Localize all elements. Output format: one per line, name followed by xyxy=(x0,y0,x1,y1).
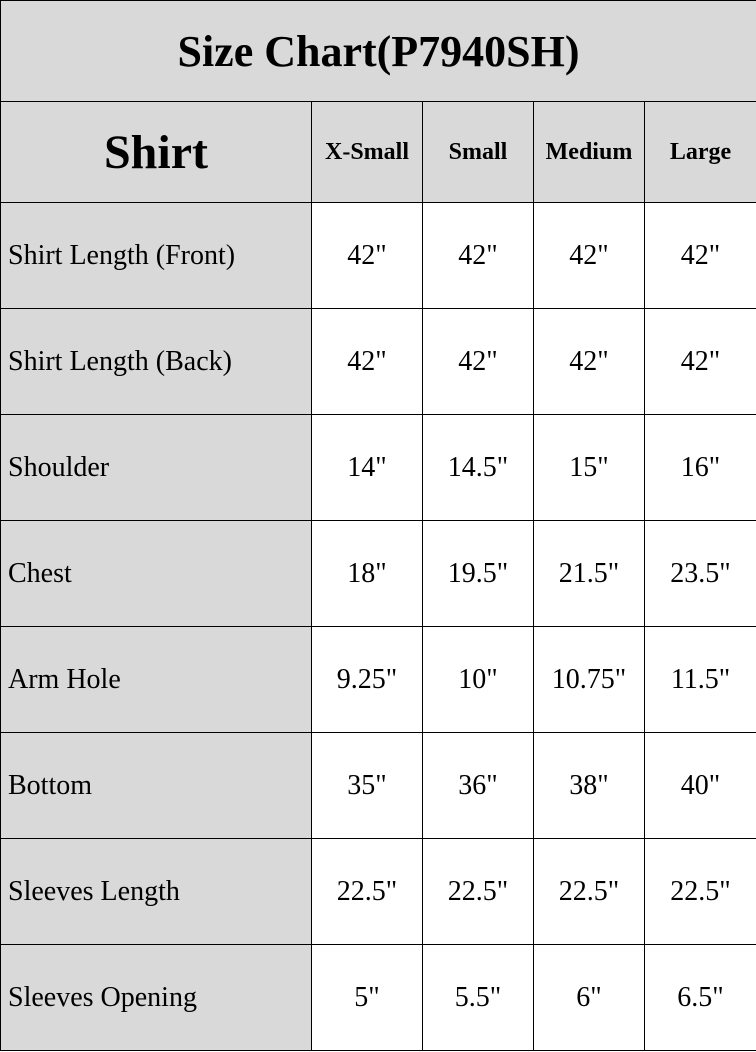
measurement-value: 42" xyxy=(533,202,645,309)
measurement-label: Arm Hole xyxy=(0,626,312,733)
measurement-value: 14.5" xyxy=(422,414,534,521)
measurement-value: 22.5" xyxy=(643,838,756,945)
table-row: Bottom 35" 36" 38" 40" xyxy=(0,732,756,839)
measurement-value: 10.75" xyxy=(533,626,645,733)
size-header: Small xyxy=(422,101,534,203)
table-row: Shoulder 14" 14.5" 15" 16" xyxy=(0,414,756,521)
measurement-value: 35" xyxy=(311,732,423,839)
table-row: Shirt Length (Back) 42" 42" 42" 42" xyxy=(0,308,756,415)
measurement-value: 42" xyxy=(533,308,645,415)
table-row: Shirt Length (Front) 42" 42" 42" 42" xyxy=(0,202,756,309)
measurement-value: 22.5" xyxy=(533,838,645,945)
measurement-label: Sleeves Length xyxy=(0,838,312,945)
measurement-label: Shirt Length (Front) xyxy=(0,202,312,309)
table-row: Arm Hole 9.25" 10" 10.75" 11.5" xyxy=(0,626,756,733)
measurement-label: Sleeves Opening xyxy=(0,944,312,1051)
measurement-label: Chest xyxy=(0,520,312,627)
measurement-label: Bottom xyxy=(0,732,312,839)
measurement-value: 6" xyxy=(533,944,645,1051)
section-header: Shirt xyxy=(0,101,312,203)
measurement-label: Shoulder xyxy=(0,414,312,521)
measurement-value: 6.5" xyxy=(643,944,756,1051)
measurement-value: 22.5" xyxy=(422,838,534,945)
measurement-value: 18" xyxy=(311,520,423,627)
measurement-value: 9.25" xyxy=(311,626,423,733)
measurement-value: 42" xyxy=(422,202,534,309)
table-row: Sleeves Opening 5" 5.5" 6" 6.5" xyxy=(0,944,756,1051)
size-header: X-Small xyxy=(311,101,423,203)
measurement-value: 42" xyxy=(311,202,423,309)
measurement-value: 19.5" xyxy=(422,520,534,627)
measurement-value: 14" xyxy=(311,414,423,521)
measurement-value: 42" xyxy=(643,202,756,309)
measurement-value: 5.5" xyxy=(422,944,534,1051)
measurement-label: Shirt Length (Back) xyxy=(0,308,312,415)
measurement-value: 21.5" xyxy=(533,520,645,627)
header-row: Shirt X-Small Small Medium Large xyxy=(0,101,756,203)
measurement-value: 10" xyxy=(422,626,534,733)
measurement-value: 38" xyxy=(533,732,645,839)
measurement-value: 40" xyxy=(643,732,756,839)
size-header: Large xyxy=(643,101,756,203)
measurement-value: 15" xyxy=(533,414,645,521)
measurement-value: 5" xyxy=(311,944,423,1051)
measurement-value: 42" xyxy=(643,308,756,415)
table-row: Chest 18" 19.5" 21.5" 23.5" xyxy=(0,520,756,627)
measurement-value: 42" xyxy=(311,308,423,415)
measurement-value: 22.5" xyxy=(311,838,423,945)
measurement-value: 36" xyxy=(422,732,534,839)
measurement-value: 16" xyxy=(643,414,756,521)
measurement-value: 42" xyxy=(422,308,534,415)
measurement-value: 11.5" xyxy=(643,626,756,733)
table-row: Sleeves Length 22.5" 22.5" 22.5" 22.5" xyxy=(0,838,756,945)
measurement-value: 23.5" xyxy=(643,520,756,627)
size-header: Medium xyxy=(533,101,645,203)
chart-title: Size Chart(P7940SH) xyxy=(0,0,756,102)
